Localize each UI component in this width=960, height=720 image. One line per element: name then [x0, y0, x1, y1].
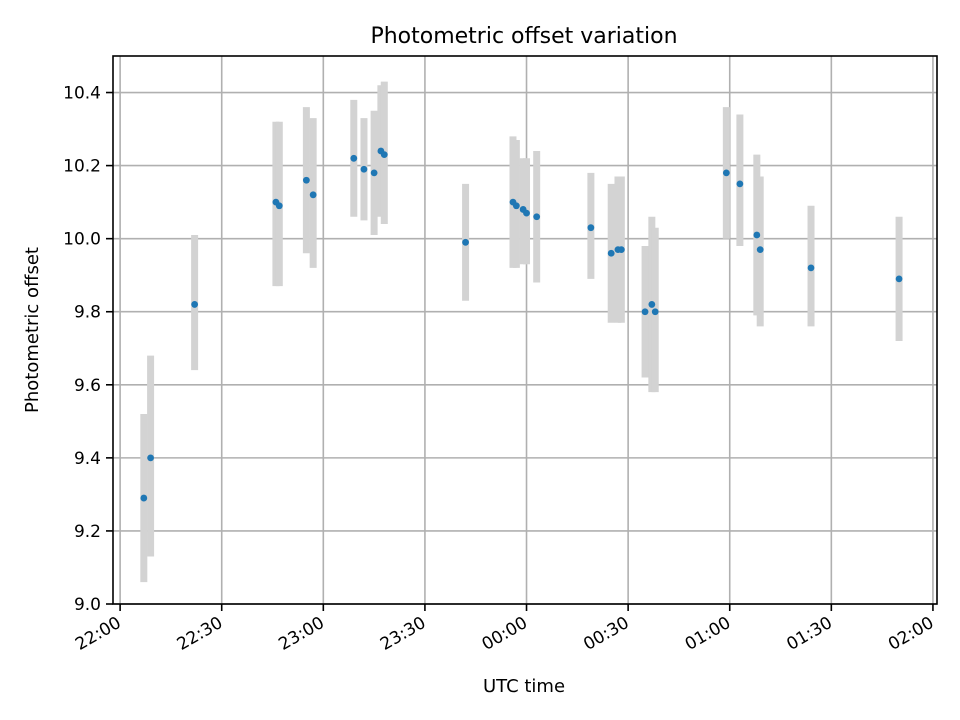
x-tick-label: 01:30 [783, 613, 835, 655]
data-point [360, 165, 368, 173]
x-tick-label: 22:00 [72, 613, 124, 655]
data-point [756, 246, 764, 254]
x-tick-label: 00:30 [580, 613, 632, 655]
data-point [587, 224, 595, 232]
x-tick-label: 00:00 [479, 613, 531, 655]
y-axis-ticks: 9.0 9.2 9.4 9.6 9.8 10.0 10.2 10.4 [63, 84, 113, 615]
x-tick-label: 23:00 [275, 613, 327, 655]
data-point [736, 180, 744, 188]
x-tick-label: 02:00 [885, 613, 937, 655]
x-tick-label: 01:00 [682, 613, 734, 655]
y-tick-label: 10.2 [63, 157, 101, 177]
data-point [302, 176, 310, 184]
y-tick-label: 9.8 [74, 303, 101, 323]
data-point [462, 238, 469, 246]
data-point [380, 151, 388, 159]
y-axis-label: Photometric offset [22, 247, 43, 413]
data-point [370, 169, 378, 177]
data-point [147, 454, 154, 462]
data-point [309, 191, 317, 199]
y-tick-label: 10.0 [63, 230, 101, 250]
y-tick-label: 10.4 [63, 84, 101, 104]
y-tick-label: 9.6 [74, 376, 101, 396]
y-tick-label: 9.0 [74, 595, 101, 615]
plot-frame [112, 55, 938, 605]
data-point [191, 301, 199, 308]
data-point [651, 308, 659, 316]
data-point [641, 308, 649, 316]
data-point [350, 154, 358, 162]
x-tick-label: 22:30 [174, 613, 226, 655]
data-points [140, 147, 903, 502]
data-point [807, 264, 815, 272]
chart-title: Photometric offset variation [370, 24, 677, 49]
data-point [753, 231, 761, 239]
data-point [523, 209, 530, 217]
data-point [533, 213, 541, 221]
data-point [722, 169, 730, 177]
data-point [617, 246, 625, 254]
data-point [512, 202, 520, 210]
data-point [648, 301, 656, 308]
data-point [607, 249, 615, 257]
grid [113, 56, 937, 605]
data-point [895, 275, 903, 283]
data-point [140, 494, 148, 502]
x-axis-ticks: 22:00 22:30 23:00 23:30 00:00 00:30 01:00 01:30… [72, 604, 937, 655]
error-bars [140, 81, 903, 583]
x-tick-label: 23:30 [377, 613, 429, 655]
data-point [275, 202, 283, 210]
y-tick-label: 9.2 [74, 522, 101, 542]
x-axis-label: UTC time [483, 676, 565, 697]
y-tick-label: 9.4 [74, 449, 101, 469]
